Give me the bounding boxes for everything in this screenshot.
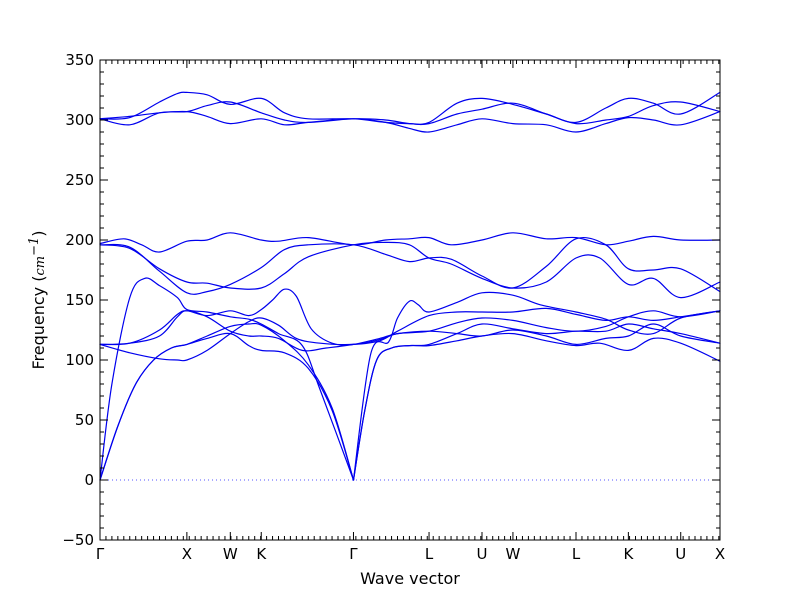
band-line-6 (352, 323, 721, 481)
y-tick-label: 250 (65, 171, 94, 189)
x-tick-label: L (572, 545, 581, 563)
band-line-9 (99, 288, 721, 346)
y-axis-label: Frequency (cm−1) (27, 230, 48, 369)
x-tick-label: K (623, 545, 634, 563)
y-axis-label-text: Frequency ( (29, 276, 48, 370)
y-tick-label: 50 (75, 411, 94, 429)
band-line-10 (99, 241, 721, 299)
y-tick-label: 350 (65, 51, 94, 69)
y-axis-label-close: ) (29, 230, 48, 236)
x-tick-label: Γ (96, 545, 105, 563)
x-tick-label: U (675, 545, 686, 563)
y-axis-label-unit: cm (33, 256, 48, 276)
y-tick-label: 150 (65, 291, 94, 309)
y-axis-label-unit-exponent: −1 (27, 237, 42, 256)
band-line-2 (99, 322, 355, 481)
x-tick-label: Γ (349, 545, 358, 563)
x-tick-label: K (256, 545, 267, 563)
band-line-13 (99, 101, 721, 126)
plot-area (99, 91, 721, 481)
x-tick-label: U (477, 545, 488, 563)
x-tick-label: L (425, 545, 434, 563)
band-line-14 (99, 110, 721, 133)
x-axis-label: Wave vector (360, 569, 460, 588)
y-tick-label: 300 (65, 111, 94, 129)
y-tick-label: 100 (65, 351, 94, 369)
band-line-15 (99, 91, 721, 125)
band-line-4 (352, 291, 721, 481)
x-tick-label: X (715, 545, 725, 563)
band-line-12 (99, 232, 721, 253)
band-series-group (99, 91, 721, 481)
x-tick-label: W (506, 545, 521, 563)
band-line-3 (99, 277, 355, 481)
band-line-7 (99, 310, 721, 362)
y-axis-ticks: −50 0 50 100 150 200 250 300 350 (62, 51, 720, 549)
x-tick-label: X (182, 545, 192, 563)
x-tick-label: W (223, 545, 238, 563)
axes-frame (99, 59, 721, 541)
band-line-11 (99, 236, 721, 295)
band-line-5 (352, 332, 721, 481)
y-tick-label: −50 (62, 531, 94, 549)
y-tick-label: 200 (65, 231, 94, 249)
y-tick-label: 0 (84, 471, 94, 489)
band-line-1 (99, 332, 355, 481)
